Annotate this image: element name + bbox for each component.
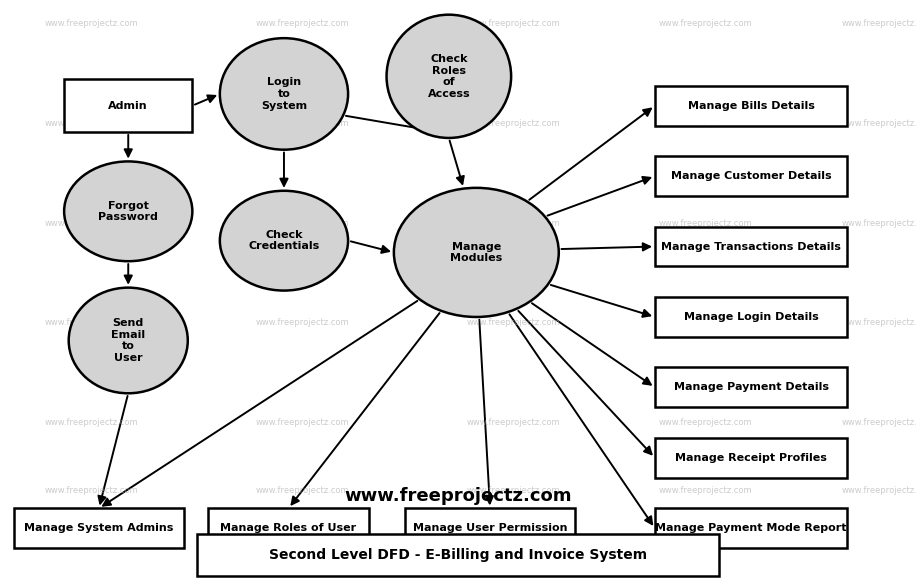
FancyBboxPatch shape: [209, 508, 368, 548]
FancyBboxPatch shape: [655, 86, 847, 126]
Text: www.freeprojectz.com: www.freeprojectz.com: [659, 318, 752, 328]
Ellipse shape: [69, 288, 188, 393]
FancyBboxPatch shape: [405, 508, 575, 548]
Text: www.freeprojectz.com: www.freeprojectz.com: [466, 485, 560, 495]
Text: www.freeprojectz.com: www.freeprojectz.com: [45, 418, 138, 427]
Text: Manage Customer Details: Manage Customer Details: [671, 171, 832, 181]
Text: www.freeprojectz.com: www.freeprojectz.com: [466, 218, 560, 228]
Text: www.freeprojectz.com: www.freeprojectz.com: [45, 119, 138, 128]
Text: www.freeprojectz.com: www.freeprojectz.com: [344, 487, 572, 505]
Text: www.freeprojectz.com: www.freeprojectz.com: [659, 119, 752, 128]
Text: Manage Roles of User: Manage Roles of User: [221, 523, 356, 534]
Text: www.freeprojectz.com: www.freeprojectz.com: [466, 418, 560, 427]
Text: Manage Bills Details: Manage Bills Details: [688, 100, 814, 111]
Text: www.freeprojectz.com: www.freeprojectz.com: [842, 418, 916, 427]
Text: www.freeprojectz.com: www.freeprojectz.com: [842, 19, 916, 28]
FancyBboxPatch shape: [64, 79, 192, 132]
Text: www.freeprojectz.com: www.freeprojectz.com: [256, 19, 349, 28]
FancyBboxPatch shape: [15, 508, 183, 548]
Text: Manage System Admins: Manage System Admins: [24, 523, 174, 534]
Text: www.freeprojectz.com: www.freeprojectz.com: [256, 218, 349, 228]
Text: www.freeprojectz.com: www.freeprojectz.com: [45, 485, 138, 495]
Text: Login
to
System: Login to System: [261, 77, 307, 110]
Text: Admin: Admin: [108, 100, 148, 111]
Text: www.freeprojectz.com: www.freeprojectz.com: [256, 418, 349, 427]
Text: www.freeprojectz.com: www.freeprojectz.com: [659, 19, 752, 28]
Text: Send
Email
to
User: Send Email to User: [111, 318, 146, 363]
FancyBboxPatch shape: [655, 367, 847, 407]
Ellipse shape: [220, 38, 348, 150]
FancyBboxPatch shape: [655, 508, 847, 548]
Ellipse shape: [220, 191, 348, 291]
Text: www.freeprojectz.com: www.freeprojectz.com: [45, 318, 138, 328]
Text: www.freeprojectz.com: www.freeprojectz.com: [466, 119, 560, 128]
Text: Forgot
Password: Forgot Password: [98, 201, 158, 222]
Text: Check
Credentials: Check Credentials: [248, 230, 320, 251]
Text: Second Level DFD - E-Billing and Invoice System: Second Level DFD - E-Billing and Invoice…: [269, 548, 647, 562]
Ellipse shape: [64, 161, 192, 261]
Text: www.freeprojectz.com: www.freeprojectz.com: [45, 218, 138, 228]
Text: www.freeprojectz.com: www.freeprojectz.com: [659, 485, 752, 495]
FancyBboxPatch shape: [655, 156, 847, 196]
Ellipse shape: [394, 188, 559, 317]
Text: Manage Payment Mode Report: Manage Payment Mode Report: [655, 523, 847, 534]
FancyBboxPatch shape: [197, 534, 719, 576]
Text: www.freeprojectz.com: www.freeprojectz.com: [659, 418, 752, 427]
FancyBboxPatch shape: [655, 227, 847, 266]
Text: www.freeprojectz.com: www.freeprojectz.com: [842, 218, 916, 228]
FancyBboxPatch shape: [655, 438, 847, 478]
FancyBboxPatch shape: [655, 297, 847, 337]
Text: www.freeprojectz.com: www.freeprojectz.com: [659, 218, 752, 228]
Text: www.freeprojectz.com: www.freeprojectz.com: [45, 19, 138, 28]
Text: www.freeprojectz.com: www.freeprojectz.com: [842, 119, 916, 128]
Text: www.freeprojectz.com: www.freeprojectz.com: [842, 318, 916, 328]
Text: www.freeprojectz.com: www.freeprojectz.com: [256, 119, 349, 128]
Text: www.freeprojectz.com: www.freeprojectz.com: [256, 318, 349, 328]
Text: www.freeprojectz.com: www.freeprojectz.com: [466, 318, 560, 328]
Text: www.freeprojectz.com: www.freeprojectz.com: [842, 485, 916, 495]
Ellipse shape: [387, 15, 511, 138]
Text: Manage Payment Details: Manage Payment Details: [673, 382, 829, 393]
Text: www.freeprojectz.com: www.freeprojectz.com: [256, 485, 349, 495]
Text: Manage Transactions Details: Manage Transactions Details: [661, 241, 841, 252]
Text: Manage
Modules: Manage Modules: [450, 242, 503, 263]
Text: Manage Login Details: Manage Login Details: [683, 312, 819, 322]
Text: Manage Receipt Profiles: Manage Receipt Profiles: [675, 453, 827, 463]
Text: www.freeprojectz.com: www.freeprojectz.com: [466, 19, 560, 28]
Text: Check
Roles
of
Access: Check Roles of Access: [428, 54, 470, 99]
Text: Manage User Permission: Manage User Permission: [413, 523, 567, 534]
